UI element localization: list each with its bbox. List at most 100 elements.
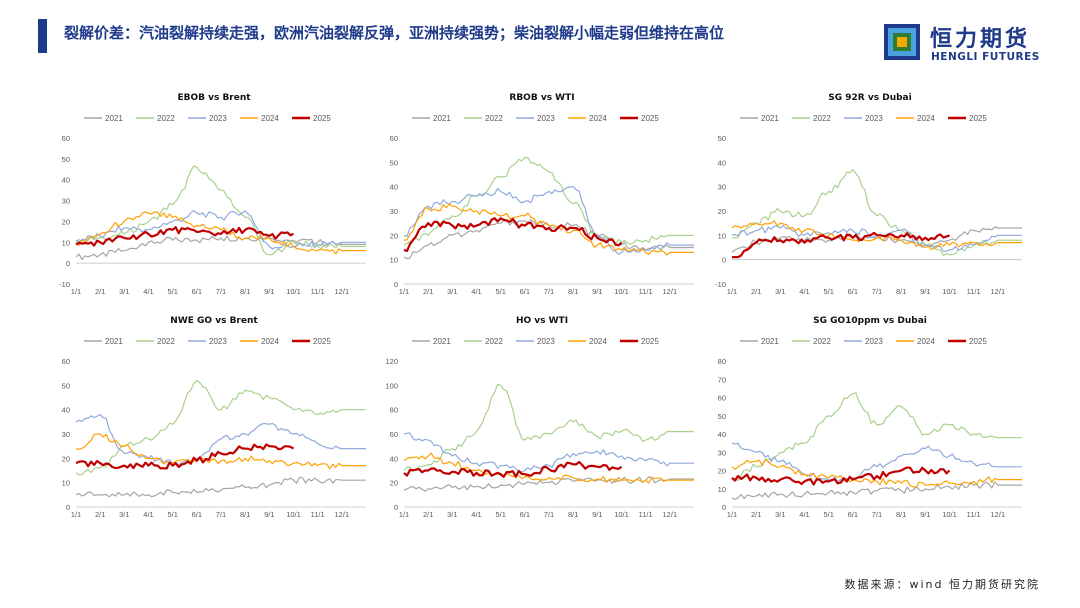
company-logo: 恒力期货 HENGLI FUTURES — [884, 20, 1054, 66]
legend-label-2024: 2024 — [589, 337, 607, 346]
legend-label-2025: 2025 — [313, 114, 331, 123]
x-tick-label: 3/1 — [447, 287, 457, 296]
series-line-2024 — [731, 220, 1022, 251]
series-line-2024 — [731, 459, 1022, 488]
series-line-2024 — [403, 452, 694, 484]
series-line-2024 — [75, 211, 366, 255]
series-line-2021 — [731, 481, 1022, 500]
y-tick-label: 0 — [394, 503, 398, 512]
x-tick-label: 7/1 — [216, 510, 226, 519]
series-line-2025 — [75, 226, 294, 247]
y-tick-label: 10 — [718, 485, 726, 494]
chart-title: EBOB vs Brent — [177, 93, 251, 103]
chart-sg-go10ppm-vs-dubai: SG GO10ppm vs Dubai 2021 2022 2023 2024 2025 0… — [700, 311, 1040, 526]
legend-label-2025: 2025 — [969, 337, 987, 346]
series-line-2022 — [731, 169, 1022, 257]
x-tick-label: 10/1 — [942, 510, 957, 519]
x-tick-label: 6/1 — [520, 510, 530, 519]
x-tick-label: 12/1 — [335, 510, 350, 519]
y-tick-label: 20 — [390, 231, 398, 240]
y-tick-label: 50 — [62, 381, 70, 390]
x-tick-label: 5/1 — [823, 510, 833, 519]
x-tick-label: 5/1 — [167, 287, 177, 296]
x-tick-label: 4/1 — [799, 287, 809, 296]
x-tick-label: 5/1 — [495, 287, 505, 296]
x-tick-label: 8/1 — [568, 287, 578, 296]
y-tick-label: 20 — [718, 207, 726, 216]
y-tick-label: 50 — [718, 412, 726, 421]
x-tick-label: 6/1 — [848, 510, 858, 519]
y-tick-label: 10 — [62, 479, 70, 488]
chart-title: RBOB vs WTI — [509, 93, 574, 103]
chart-rbob-vs-wti: RBOB vs WTI 2021 2022 2023 2024 2025 0 10 20 30 40… — [372, 88, 712, 303]
legend-label-2021: 2021 — [433, 337, 451, 346]
y-tick-label: 40 — [62, 176, 70, 185]
legend-label-2024: 2024 — [917, 114, 935, 123]
y-tick-label: 80 — [718, 357, 726, 366]
chart-nwe-go-vs-brent: NWE GO vs Brent 2021 2022 2023 2024 2025 0 10 20… — [44, 311, 384, 526]
x-tick-label: 7/1 — [544, 287, 554, 296]
x-tick-label: 1/1 — [727, 510, 737, 519]
series-line-2021 — [731, 226, 1022, 253]
series-line-2022 — [403, 156, 694, 246]
y-tick-label: 20 — [718, 467, 726, 476]
chart-ho-vs-wti: HO vs WTI 2021 2022 2023 2024 2025 0 20 40 60 80 10… — [372, 311, 712, 526]
legend-label-2024: 2024 — [917, 337, 935, 346]
x-tick-label: 5/1 — [823, 287, 833, 296]
series-line-2025 — [75, 443, 295, 470]
logo-mark-icon — [884, 24, 920, 60]
x-tick-label: 5/1 — [495, 510, 505, 519]
x-tick-label: 9/1 — [920, 510, 930, 519]
x-tick-label: 8/1 — [240, 287, 250, 296]
series-line-2023 — [75, 210, 366, 250]
x-tick-label: 3/1 — [775, 287, 785, 296]
x-tick-label: 6/1 — [192, 287, 202, 296]
title-accent-bar — [38, 19, 47, 53]
legend-label-2021: 2021 — [105, 114, 123, 123]
logo-text-cn: 恒力期货 — [930, 27, 1031, 52]
y-tick-label: 0 — [66, 259, 70, 268]
y-tick-label: 20 — [62, 217, 70, 226]
x-tick-label: 11/1 — [311, 287, 325, 296]
y-tick-label: 0 — [394, 280, 398, 289]
x-tick-label: 8/1 — [240, 510, 250, 519]
legend-label-2023: 2023 — [209, 337, 227, 346]
x-tick-label: 9/1 — [592, 287, 602, 296]
x-tick-label: 3/1 — [119, 510, 129, 519]
x-tick-label: 2/1 — [751, 510, 761, 519]
y-tick-label: 40 — [390, 454, 398, 463]
legend-label-2022: 2022 — [485, 114, 503, 123]
x-tick-label: 6/1 — [848, 287, 858, 296]
legend-label-2023: 2023 — [865, 337, 883, 346]
x-tick-label: 4/1 — [143, 510, 153, 519]
x-tick-label: 11/1 — [967, 510, 981, 519]
page-title: 裂解价差：汽油裂解持续走强，欧洲汽油裂解反弹，亚洲持续强势；柴油裂解小幅走弱但维… — [64, 24, 725, 42]
y-tick-label: 50 — [390, 158, 398, 167]
legend-label-2025: 2025 — [313, 337, 331, 346]
y-tick-label: 60 — [62, 134, 70, 143]
x-tick-label: 4/1 — [143, 287, 153, 296]
x-tick-label: 4/1 — [471, 287, 481, 296]
series-line-2023 — [731, 442, 1022, 483]
legend-label-2025: 2025 — [641, 337, 659, 346]
legend-label-2022: 2022 — [157, 114, 175, 123]
x-tick-label: 9/1 — [264, 510, 274, 519]
y-tick-label: 40 — [390, 183, 398, 192]
x-tick-label: 7/1 — [872, 510, 882, 519]
legend-label-2023: 2023 — [865, 114, 883, 123]
x-tick-label: 2/1 — [95, 287, 105, 296]
y-tick-label: 60 — [62, 357, 70, 366]
x-tick-label: 3/1 — [447, 510, 457, 519]
series-line-2022 — [75, 165, 366, 256]
x-tick-label: 10/1 — [614, 510, 629, 519]
legend-label-2025: 2025 — [969, 114, 987, 123]
x-tick-label: 8/1 — [896, 287, 906, 296]
y-tick-label: -10 — [59, 280, 70, 289]
x-tick-label: 2/1 — [95, 510, 105, 519]
x-tick-label: 6/1 — [192, 510, 202, 519]
x-tick-label: 11/1 — [311, 510, 325, 519]
x-tick-label: 1/1 — [727, 287, 737, 296]
series-line-2022 — [731, 392, 1022, 482]
y-tick-label: -10 — [715, 280, 726, 289]
chart-title: NWE GO vs Brent — [170, 316, 258, 326]
